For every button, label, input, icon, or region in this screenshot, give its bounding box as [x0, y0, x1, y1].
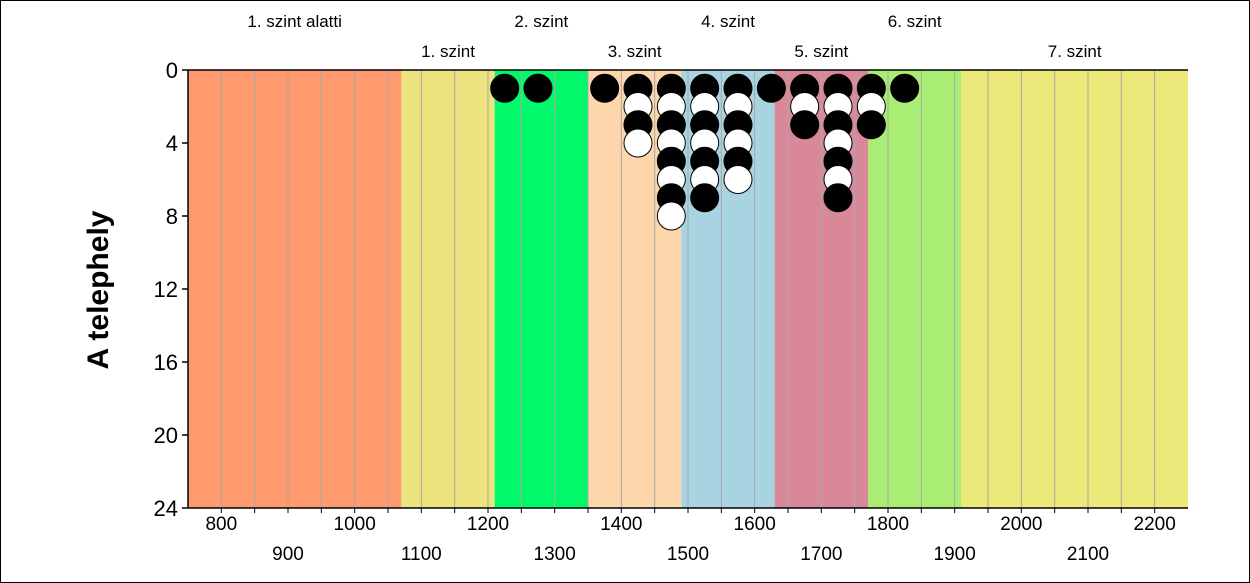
level-band — [401, 70, 495, 508]
level-labels: 1. szint alatti 1. szint 2. szint 3. szint 4… — [247, 12, 1101, 61]
data-point — [890, 73, 920, 103]
x-tick-label: 1700 — [800, 544, 842, 565]
level-label: 5. szint — [794, 42, 848, 61]
x-tick-label: 1500 — [667, 544, 709, 565]
x-tick-label: 1400 — [600, 514, 642, 535]
data-point — [856, 110, 886, 140]
level-label: 3. szint — [608, 42, 662, 61]
x-tick-label: 900 — [272, 544, 304, 565]
y-tick-label: 24 — [154, 496, 178, 521]
x-tick-label: 1200 — [467, 514, 509, 535]
level-label: 1. szint — [421, 42, 475, 61]
level-band — [494, 70, 588, 508]
y-tick-label: 8 — [166, 204, 178, 229]
data-point — [790, 110, 820, 140]
data-point — [823, 183, 853, 213]
x-tick-label: 2100 — [1067, 544, 1109, 565]
y-tick-label: 0 — [166, 58, 178, 83]
x-tick-label: 800 — [205, 514, 237, 535]
y-tick-label: 16 — [154, 350, 178, 375]
gridlines — [220, 70, 1156, 508]
y-axis-title: A telephely — [82, 210, 115, 369]
data-point — [656, 201, 686, 231]
level-label: 2. szint — [514, 12, 568, 31]
axes: 800 1000 1200 1400 1600 1800 2000 2200 900 1100 13… — [154, 58, 1188, 565]
level-label: 1. szint alatti — [247, 12, 342, 31]
y-tick-label: 20 — [154, 423, 178, 448]
level-label: 4. szint — [701, 12, 755, 31]
data-point — [590, 73, 620, 103]
x-tick-label: 2000 — [1000, 514, 1042, 535]
data-point — [756, 73, 786, 103]
data-point — [690, 183, 720, 213]
level-band — [188, 70, 402, 508]
x-tick-label: 1800 — [867, 514, 909, 535]
x-tick-label: 1600 — [734, 514, 776, 535]
level-band — [961, 70, 1188, 508]
level-label: 7. szint — [1048, 42, 1102, 61]
x-tick-label: 1900 — [934, 544, 976, 565]
data-points — [490, 73, 920, 231]
x-tick-label: 1100 — [401, 544, 442, 565]
y-tick-label: 4 — [166, 131, 178, 156]
y-tick-label: 12 — [154, 277, 178, 302]
data-point — [623, 128, 653, 158]
level-label: 6. szint — [888, 12, 942, 31]
data-point — [523, 73, 553, 103]
x-tick-label: 1000 — [334, 514, 376, 535]
data-point — [490, 73, 520, 103]
level-band — [868, 70, 962, 508]
x-tick-label: 1300 — [534, 544, 576, 565]
x-tick-label: 2200 — [1134, 514, 1176, 535]
data-point — [723, 165, 753, 194]
